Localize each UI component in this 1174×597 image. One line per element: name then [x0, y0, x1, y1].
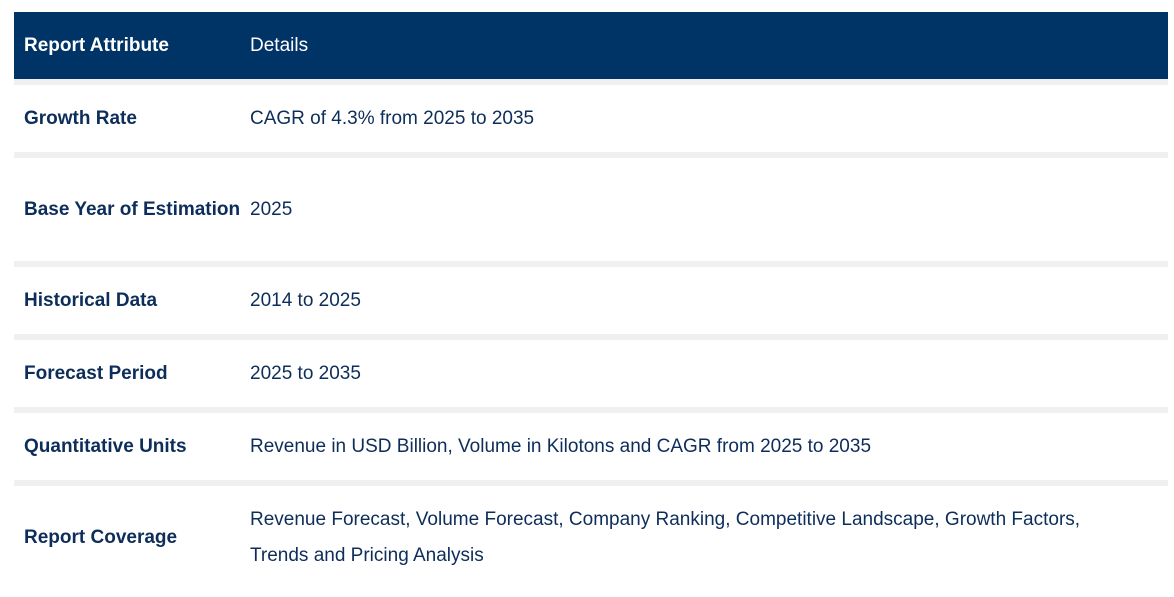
row-details: Revenue Forecast, Volume Forecast, Compa… — [250, 508, 1081, 566]
row-details: Revenue in USD Billion, Volume in Kiloto… — [250, 435, 872, 457]
table-row: Report Coverage Revenue Forecast, Volume… — [14, 486, 1168, 589]
row-details: 2025 — [250, 198, 293, 220]
table-row: Base Year of Estimation 2025 — [14, 158, 1168, 261]
table-row: Forecast Period 2025 to 2035 — [14, 340, 1168, 407]
row-details: CAGR of 4.3% from 2025 to 2035 — [250, 107, 535, 129]
row-attribute: Forecast Period — [24, 362, 168, 384]
report-attributes-table: Report Attribute Details Growth Rate CAG… — [14, 12, 1168, 589]
row-attribute: Growth Rate — [24, 107, 137, 129]
header-attribute: Report Attribute — [24, 34, 169, 56]
row-attribute: Base Year of Estimation — [24, 198, 241, 220]
table-row: Historical Data 2014 to 2025 — [14, 267, 1168, 334]
row-attribute: Report Coverage — [24, 526, 178, 548]
header-details: Details — [250, 34, 309, 56]
table-header-row: Report Attribute Details — [14, 12, 1168, 79]
row-details: 2025 to 2035 — [250, 362, 361, 384]
row-attribute: Historical Data — [24, 289, 158, 311]
row-details: 2014 to 2025 — [250, 289, 361, 311]
table-row: Growth Rate CAGR of 4.3% from 2025 to 20… — [14, 85, 1168, 152]
row-attribute: Quantitative Units — [24, 435, 187, 457]
table-row: Quantitative Units Revenue in USD Billio… — [14, 413, 1168, 480]
